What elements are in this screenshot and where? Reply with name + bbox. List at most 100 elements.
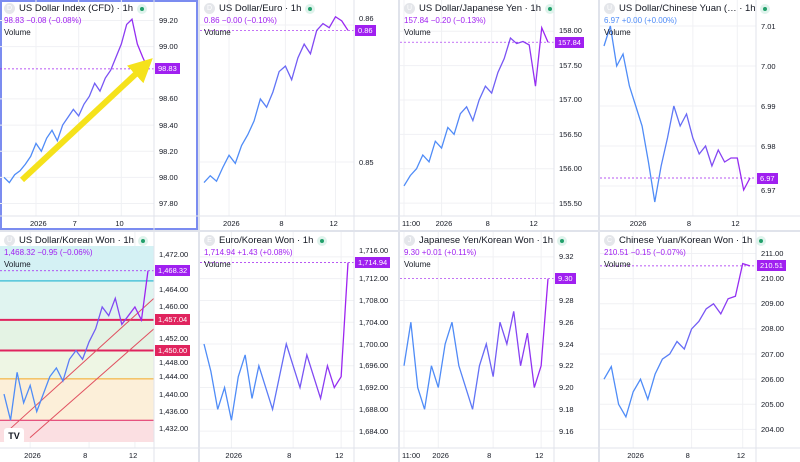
time-axis-label: 11:00 [402, 219, 421, 228]
symbol-logo-icon: D [204, 3, 215, 14]
price-change: 1,468.32 −0.95 (−0.06%) [4, 248, 93, 257]
price-axis-label: 99.20 [159, 16, 178, 26]
price-axis-label: 210.00 [761, 274, 784, 284]
time-axis-label: 10 [115, 219, 124, 228]
price-axis-label: 6.99 [761, 101, 776, 111]
time-axis-label: 8 [287, 451, 292, 460]
time-axis-label: 11:00 [402, 451, 421, 460]
volume-label[interactable]: Volume [204, 28, 231, 37]
price-line [403, 278, 549, 410]
volume-label[interactable]: Volume [404, 260, 431, 269]
price-line [203, 262, 349, 421]
time-axis-label: 2026 [629, 219, 647, 228]
symbol-header[interactable]: U US Dollar/Japanese Yen · 1h [404, 3, 555, 14]
price-chart[interactable] [200, 0, 398, 230]
time-axis-label: 2026 [432, 451, 449, 460]
time-axis-label: 7 [72, 219, 77, 228]
symbol-title[interactable]: US Dollar/Japanese Yen · 1h [419, 3, 541, 14]
price-axis-label: 98.00 [159, 172, 178, 182]
chart-panel[interactable]: C Chinese Yuan/Korean Won · 1h 210.51 −0… [600, 232, 800, 462]
price-chart[interactable] [600, 232, 800, 462]
price-axis-label: 7.01 [761, 21, 776, 31]
fib-zone [0, 350, 154, 379]
last-price-label: 210.51 [757, 260, 786, 272]
chart-panel[interactable]: U US Dollar/Korean Won · 1h 1,468.32 −0.… [0, 232, 198, 462]
price-change: 6.97 +0.00 (+0.00%) [604, 16, 677, 25]
symbol-header[interactable]: E Euro/Korean Won · 1h [204, 235, 328, 246]
symbol-logo-icon: E [204, 235, 215, 246]
market-status-icon [137, 235, 148, 246]
fib-zone [0, 280, 154, 321]
price-axis-label: 1,452.00 [159, 334, 189, 344]
price-axis-label: 156.00 [559, 164, 582, 174]
symbol-title[interactable]: US Dollar/Korean Won · 1h [19, 235, 134, 246]
time-axis-label: 12 [329, 219, 338, 228]
price-axis-label: 9.20 [559, 383, 574, 393]
price-chart[interactable] [600, 0, 800, 230]
symbol-logo-icon: U [404, 3, 415, 14]
price-axis-label: 155.50 [559, 198, 582, 208]
symbol-header[interactable]: U US Dollar/Chinese Yuan (… · 1h [604, 3, 770, 14]
price-axis-label: 1,460.00 [159, 302, 189, 312]
symbol-title[interactable]: US Dollar Index (CFD) · 1h [19, 3, 134, 14]
price-chart[interactable] [200, 232, 398, 462]
chart-panel[interactable]: D US Dollar Index (CFD) · 1h 98.83 −0.08… [0, 0, 198, 230]
time-axis-label: 8 [487, 451, 492, 460]
volume-label[interactable]: Volume [4, 28, 31, 37]
symbol-title[interactable]: Chinese Yuan/Korean Won · 1h [619, 235, 753, 246]
chart-panel[interactable]: D US Dollar/Euro · 1h 0.86 −0.00 (−0.10%… [200, 0, 398, 230]
price-line [203, 15, 349, 184]
time-axis-label: 2026 [627, 451, 644, 460]
price-axis-label: 9.18 [559, 404, 574, 414]
chart-panel[interactable]: U US Dollar/Chinese Yuan (… · 1h 6.97 +0… [600, 0, 800, 230]
chart-panel[interactable]: J Japanese Yen/Korean Won · 1h 9.30 +0.0… [400, 232, 598, 462]
fib-zone [0, 378, 154, 421]
symbol-title[interactable]: Euro/Korean Won · 1h [219, 235, 314, 246]
price-axis-label: 1,696.00 [359, 361, 389, 371]
symbol-header[interactable]: D US Dollar/Euro · 1h [204, 3, 316, 14]
symbol-title[interactable]: US Dollar/Chinese Yuan (… · 1h [619, 3, 756, 14]
symbol-header[interactable]: J Japanese Yen/Korean Won · 1h [404, 235, 567, 246]
tradingview-logo[interactable]: TV [4, 428, 24, 444]
symbol-logo-icon: J [404, 235, 415, 246]
price-change: 157.84 −0.20 (−0.13%) [404, 16, 486, 25]
price-axis-label: 7.00 [761, 61, 776, 71]
time-axis-label: 2026 [30, 219, 47, 228]
price-chart[interactable] [400, 0, 598, 230]
price-axis-label: 1,712.00 [359, 274, 389, 284]
price-chart[interactable] [0, 232, 198, 462]
chart-panel[interactable]: E Euro/Korean Won · 1h 1,714.94 +1.43 (+… [200, 232, 398, 462]
symbol-title[interactable]: Japanese Yen/Korean Won · 1h [419, 235, 553, 246]
price-axis-label: 0.86 [359, 13, 374, 23]
price-axis-label: 1,704.00 [359, 317, 389, 327]
time-axis-label: 12 [335, 451, 344, 460]
symbol-logo-icon: C [604, 235, 615, 246]
volume-label[interactable]: Volume [204, 260, 231, 269]
price-axis-label: 1,708.00 [359, 295, 389, 305]
price-axis-label: 9.24 [559, 339, 574, 349]
price-chart[interactable] [400, 232, 598, 462]
price-axis-label: 1,684.00 [359, 426, 389, 436]
chart-panel[interactable]: U US Dollar/Japanese Yen · 1h 157.84 −0.… [400, 0, 598, 230]
time-axis-label: 8 [279, 219, 284, 228]
volume-label[interactable]: Volume [604, 260, 631, 269]
price-change: 9.30 +0.01 (+0.11%) [404, 248, 477, 257]
price-axis-label: 99.00 [159, 42, 178, 52]
volume-label[interactable]: Volume [404, 28, 431, 37]
level-price-label: 1,457.04 [155, 314, 191, 326]
price-axis-label: 1,432.00 [159, 424, 189, 434]
price-axis-label: 211.00 [761, 249, 784, 259]
symbol-header[interactable]: C Chinese Yuan/Korean Won · 1h [604, 235, 767, 246]
price-axis-label: 207.00 [761, 349, 784, 359]
symbol-header[interactable]: U US Dollar/Korean Won · 1h [4, 235, 148, 246]
symbol-header[interactable]: D US Dollar Index (CFD) · 1h [4, 3, 148, 14]
price-line [603, 262, 751, 419]
price-axis-label: 1,700.00 [359, 339, 389, 349]
symbol-title[interactable]: US Dollar/Euro · 1h [219, 3, 302, 14]
price-axis-label: 1,716.00 [359, 246, 389, 256]
price-axis-label: 6.97 [761, 185, 776, 195]
price-axis-label: 1,464.00 [159, 285, 189, 295]
volume-label[interactable]: Volume [4, 260, 31, 269]
volume-label[interactable]: Volume [604, 28, 631, 37]
price-chart[interactable] [0, 0, 198, 230]
